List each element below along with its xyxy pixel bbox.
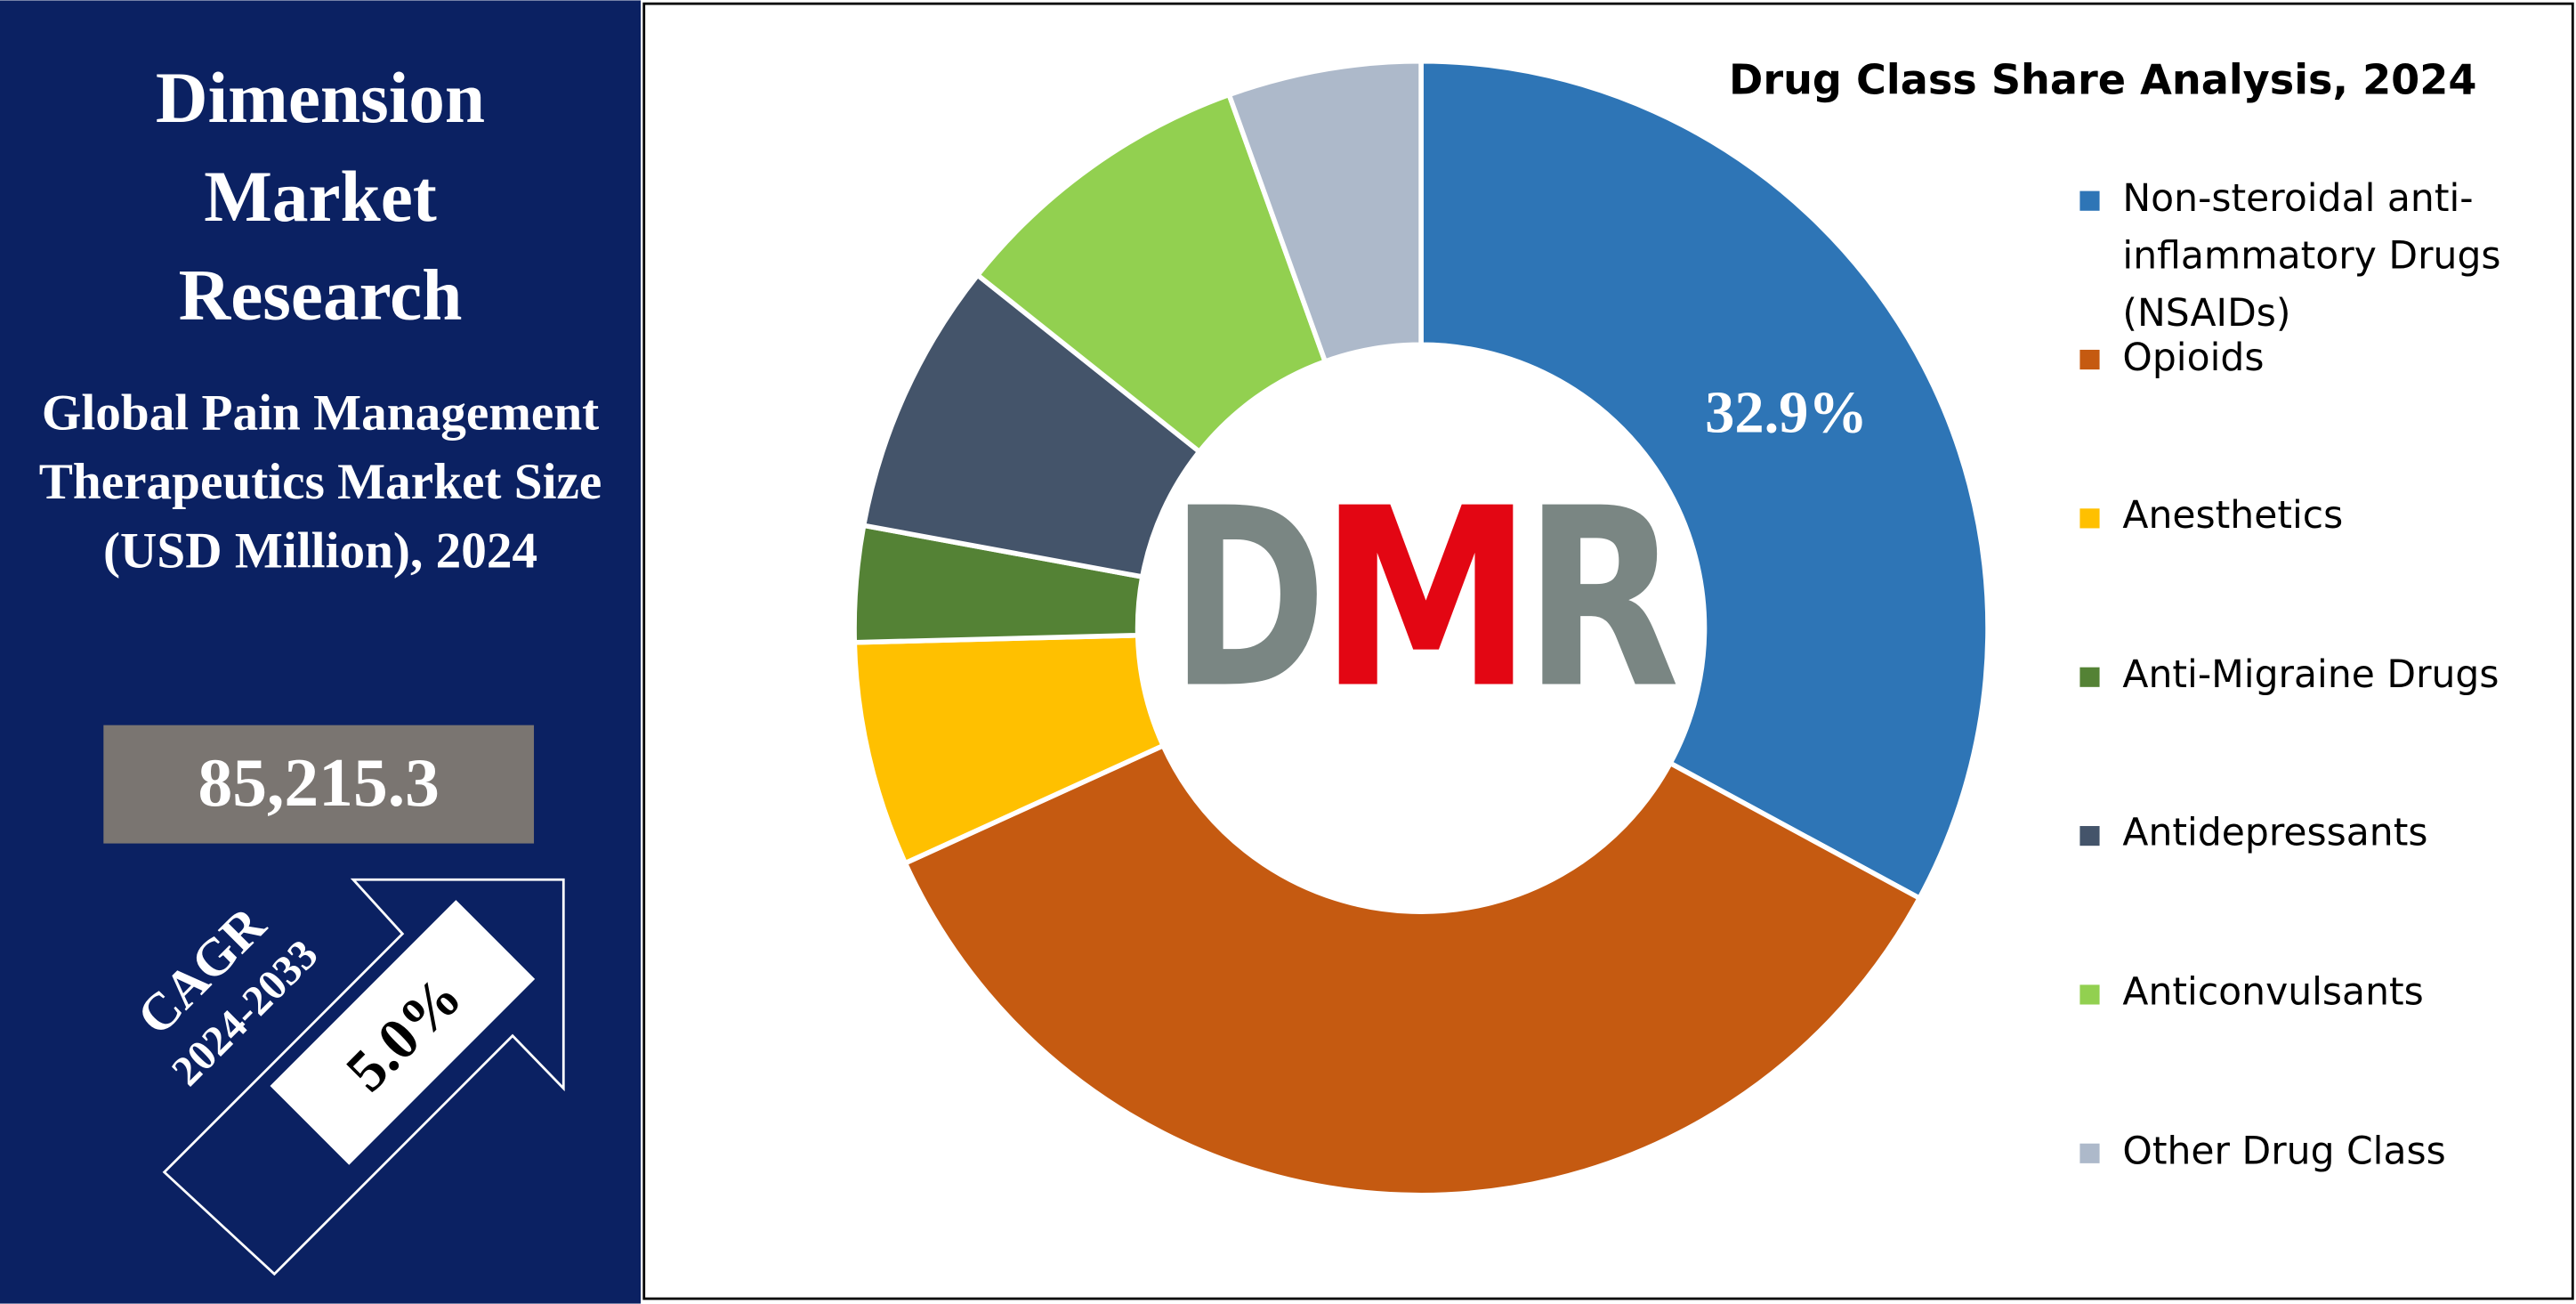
chart-title: Drug Class Share Analysis, 2024 xyxy=(1729,56,2476,104)
market-title-box: Global Pain Management Therapeutics Mark… xyxy=(38,383,602,579)
legend: Non-steroidal anti-inflammatory Drugs (N… xyxy=(2079,177,2501,1173)
legend-label: Anesthetics xyxy=(2122,495,2344,539)
value-box xyxy=(103,725,535,844)
logo-letter: M xyxy=(1320,457,1533,743)
legend-label: Non-steroidal anti-inflammatory Drugs (N… xyxy=(2122,177,2501,336)
legend-entry: Anticonvulsants xyxy=(2122,971,2424,1015)
logo-letter: R xyxy=(1523,457,1679,743)
data-label: 32.9% xyxy=(1705,380,1868,445)
cagr-value-bg xyxy=(270,900,536,1165)
slice xyxy=(1225,58,1424,365)
legend-swatch xyxy=(2079,667,2100,687)
legend-label: Antidepressants xyxy=(2122,813,2428,856)
legend-swatch xyxy=(2079,508,2100,529)
legend-label: Anticonvulsants xyxy=(2122,971,2424,1015)
legend-swatch xyxy=(2079,984,2100,1005)
logo: DMR xyxy=(1170,457,1679,743)
legend-entry: Antidepressants xyxy=(2122,813,2428,856)
brand: Dimension Market Research xyxy=(155,58,486,336)
donut: 32.9% xyxy=(852,58,1991,1198)
cagr-arrow xyxy=(162,878,565,1276)
legend-swatch xyxy=(2079,1143,2100,1163)
brand-box: Dimension Market Research xyxy=(155,58,486,336)
slice xyxy=(901,742,1923,1198)
legend-entry: Opioids xyxy=(2122,336,2265,380)
legend-entry: Other Drug Class xyxy=(2122,1130,2446,1173)
legend-swatch xyxy=(2079,826,2100,846)
legend-entry: Anesthetics xyxy=(2122,495,2344,539)
market-title: Global Pain Management Therapeutics Mark… xyxy=(38,383,602,579)
slice xyxy=(1418,58,1991,902)
legend-entry: Non-steroidal anti-inflammatory Drugs (N… xyxy=(2122,177,2501,336)
legend-label: Anti-Migraine Drugs xyxy=(2122,653,2499,697)
market-value: 85,215.3 xyxy=(198,744,440,821)
legend-label: Opioids xyxy=(2122,336,2265,380)
legend-entry: Anti-Migraine Drugs xyxy=(2122,653,2499,697)
legend-swatch xyxy=(2079,349,2100,370)
legend-swatch xyxy=(2079,190,2100,211)
slice xyxy=(973,91,1328,456)
logo-letter: D xyxy=(1170,457,1326,743)
legend-label: Other Drug Class xyxy=(2122,1130,2446,1173)
